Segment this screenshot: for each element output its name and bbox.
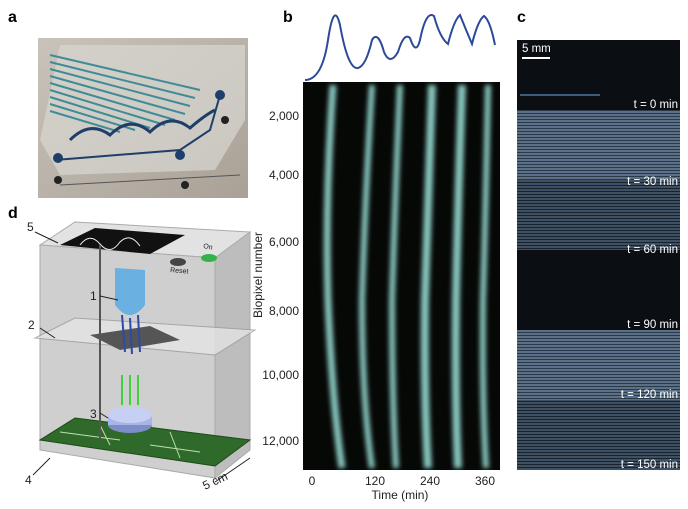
x-ticks: 0 120 240 360 <box>309 474 496 488</box>
y-tick-label: 8,000 <box>269 304 299 318</box>
scale-bar-label: 5 mm <box>522 43 551 55</box>
figure: a b 2,000 4,000 6,000 8,000 <box>0 0 688 504</box>
timepoint-label: t = 0 min <box>634 99 678 111</box>
panel-label: c <box>517 9 526 26</box>
device-diagram <box>33 222 255 482</box>
callout: 4 <box>25 473 32 487</box>
y-tick-label: 10,000 <box>262 368 299 382</box>
x-axis-title: Time (min) <box>372 488 429 502</box>
callout: 2 <box>28 318 35 332</box>
chip-photo <box>38 38 248 198</box>
y-tick-label: 6,000 <box>269 235 299 249</box>
x-tick-label: 120 <box>365 474 385 488</box>
callout: 5 <box>27 220 34 234</box>
panel-label: d <box>8 205 18 222</box>
y-tick-label: 12,000 <box>262 434 299 448</box>
timepoint-label: t = 120 min <box>621 389 678 401</box>
callout: 3 <box>90 407 97 421</box>
oscillation-trace <box>305 15 495 80</box>
panel-label: a <box>8 9 17 26</box>
callout: 1 <box>90 289 97 303</box>
panel-label: b <box>283 9 293 26</box>
y-axis-title: Biopixel number <box>251 232 265 318</box>
kymograph <box>303 82 500 470</box>
y-tick-label: 2,000 <box>269 109 299 123</box>
x-tick-label: 360 <box>475 474 495 488</box>
x-tick-label: 0 <box>309 474 316 488</box>
timepoint-label: t = 60 min <box>627 244 678 256</box>
x-tick-label: 240 <box>420 474 440 488</box>
timepoint-label: t = 30 min <box>627 176 678 188</box>
timepoint-label: t = 90 min <box>627 319 678 331</box>
y-tick-label: 4,000 <box>269 168 299 182</box>
y-ticks: 2,000 4,000 6,000 8,000 10,000 12,000 <box>262 109 299 448</box>
timepoint-label: t = 150 min <box>621 459 678 471</box>
